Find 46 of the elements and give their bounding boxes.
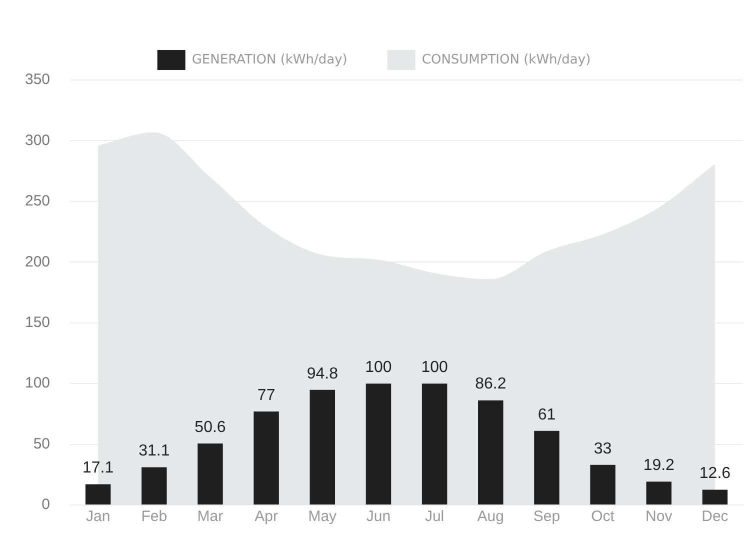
data-label: 33	[594, 440, 612, 458]
x-tick-label: Apr	[254, 508, 278, 526]
data-label: 86.2	[475, 376, 506, 393]
data-label: 12.6	[699, 465, 731, 482]
y-tick-label: 350	[24, 71, 50, 88]
y-tick-label: 250	[24, 192, 50, 210]
y-tick-label: 150	[24, 314, 50, 331]
bar	[702, 490, 728, 504]
x-tick-label: Aug	[477, 508, 504, 526]
x-tick-label: Jun	[366, 508, 391, 526]
x-tick-label: Nov	[646, 508, 673, 526]
legend-label: CONSUMPTION (kWh/day)	[422, 52, 591, 68]
legend-label: GENERATION (kWh/day)	[192, 52, 348, 68]
bar	[142, 467, 167, 504]
data-label: 100	[365, 358, 392, 376]
bar	[85, 484, 111, 504]
x-tick-label: May	[308, 508, 338, 526]
y-tick-label: 300	[24, 132, 50, 149]
data-label: 61	[538, 406, 556, 424]
data-label: 19.2	[643, 457, 675, 474]
y-tick-label: 0	[42, 496, 50, 514]
y-tick-label: 100	[24, 374, 50, 392]
x-tick-label: Dec	[702, 508, 729, 526]
x-tick-label: Feb	[141, 508, 168, 526]
x-tick-label: Jan	[86, 508, 110, 526]
x-tick-label: Jul	[424, 508, 444, 526]
data-label: 100	[421, 358, 448, 376]
y-tick-label: 200	[24, 253, 50, 270]
bar	[590, 464, 616, 504]
bar	[534, 430, 560, 504]
y-tick-label: 50	[33, 435, 50, 452]
bar	[366, 384, 392, 504]
bar	[198, 444, 223, 504]
bar	[478, 400, 504, 504]
x-tick-label: Mar	[197, 508, 224, 526]
bar	[254, 412, 279, 504]
x-tick-label: Sep	[533, 508, 560, 526]
bar	[422, 384, 448, 504]
data-label: 17.1	[82, 460, 114, 477]
data-label: 31.1	[138, 442, 170, 460]
bar	[310, 390, 336, 504]
bar	[646, 482, 672, 504]
x-tick-label: Oct	[591, 508, 616, 526]
data-label: 50.6	[194, 418, 226, 436]
data-label: 94.8	[306, 365, 338, 382]
data-label: 77	[257, 386, 276, 404]
